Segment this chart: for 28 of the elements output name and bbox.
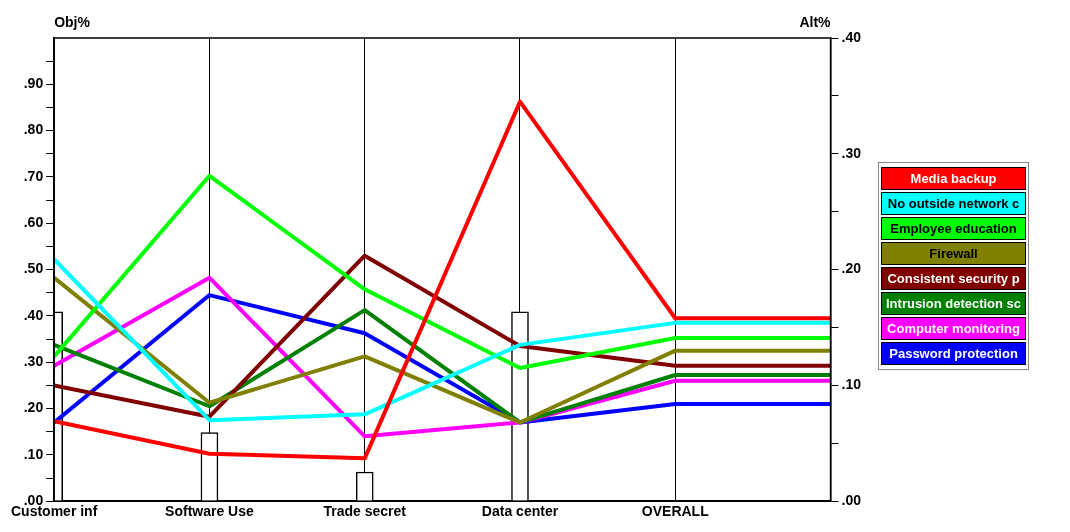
text: Consistent security p [881,267,1027,290]
text: Computer monitoring [881,317,1027,340]
y-tick-label: .40 [23,306,44,323]
y2-tick-label: .20 [841,260,862,277]
x-tick-label: Software Use [165,503,254,520]
text: Password protection [881,342,1027,365]
y2-tick-label: .00 [841,492,862,509]
y2-tick-label: .40 [841,28,862,45]
text: Employee education [881,217,1027,240]
y-tick-label: .10 [23,445,44,462]
y2-tick-label: .30 [841,144,862,161]
x-tick-label: Data center [481,503,559,520]
y-tick-label: .50 [23,260,44,277]
y-tick-label: .30 [23,353,44,370]
y-tick-label: .20 [23,399,44,416]
text: Intrusion detection sc [881,292,1027,315]
x-tick-label: Trade secret [323,503,407,520]
y2-axis-title: Alt% [799,13,832,30]
y-tick-label: .90 [23,75,44,92]
y2-tick-label: .10 [841,376,862,393]
text: No outside network c [881,192,1027,215]
y-axis-title: Obj% [54,13,91,30]
x-tick-label: OVERALL [641,503,710,520]
y-tick-label: .60 [23,214,44,231]
y-tick-label: .70 [23,167,44,184]
text: Firewall [881,242,1027,265]
text: Media backup [881,167,1027,190]
y-tick-label: .80 [23,121,44,138]
